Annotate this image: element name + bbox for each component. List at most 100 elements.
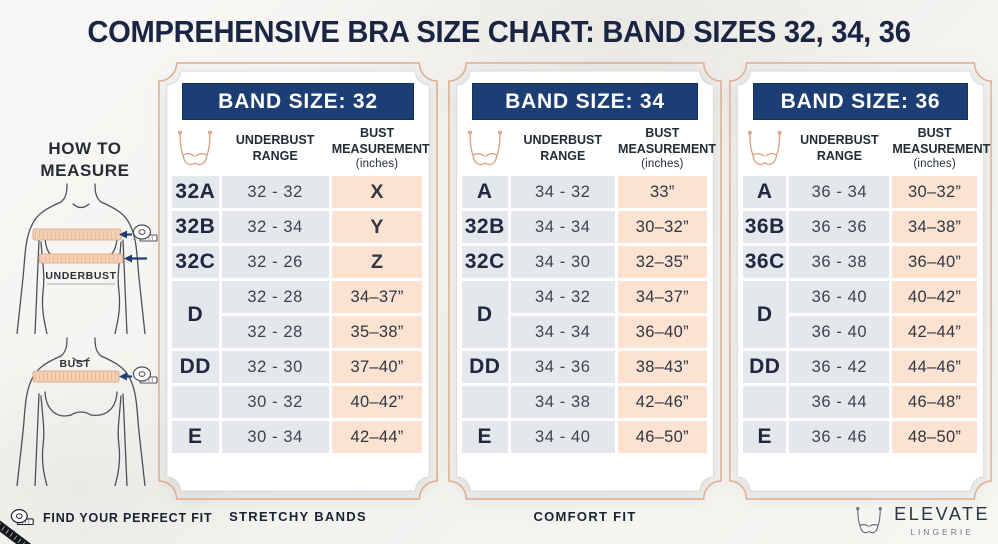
arrow-left-icon	[119, 372, 132, 381]
bust-cell: 33”	[618, 176, 707, 208]
table-header-row: UNDERBUST RANGE BUST MEASUREMENT (inches)	[743, 122, 990, 176]
find-fit-label: FIND YOUR PERFECT FIT	[43, 511, 213, 525]
range-cell: 36 - 34	[789, 176, 890, 208]
range-cell: 32 - 30	[221, 351, 329, 383]
tape-measure-icon	[132, 366, 158, 384]
bust-cell: 42–44”	[331, 421, 423, 453]
bust-cell: 34–37”	[618, 281, 707, 313]
cup-cell: DD	[743, 351, 787, 383]
cup-cell: E	[743, 421, 787, 453]
range-cell: 36 - 46	[789, 421, 890, 453]
bust-cell: 38–43”	[618, 351, 707, 383]
band-table-36: BAND SIZE: 36 UNDERBUST RANGE BUST MEASU…	[729, 62, 992, 524]
bust-header-text: BUST MEASUREMENT	[331, 126, 430, 156]
range-cell: 32 - 34	[221, 211, 329, 243]
bust-cell: 34–38”	[892, 211, 977, 243]
column-header-bust: BUST MEASUREMENT (inches)	[332, 126, 430, 172]
arrow-left-icon	[119, 230, 132, 239]
column-header-bust: BUST MEASUREMENT (inches)	[618, 126, 716, 172]
size-grid: A 36B 36C D DD E 36 - 34 30–32” 36 - 36 …	[743, 176, 978, 453]
bust-tape-band	[32, 228, 122, 241]
bust-cell: 30–32”	[892, 176, 977, 208]
size-grid: 32A 32B 32C D DD E 32 - 32 X 32 - 34 Y 3…	[172, 176, 424, 453]
bust-header-text: BUST MEASUREMENT	[892, 126, 991, 156]
column-header-underbust: UNDERBUST RANGE	[235, 133, 315, 163]
cup-cell: 32C	[172, 246, 219, 278]
range-cell: 32 - 26	[221, 246, 329, 278]
bust-cell: Y	[331, 211, 423, 243]
range-cell: 34 - 38	[510, 386, 616, 418]
cup-cell: 32C	[462, 246, 508, 278]
column-header-underbust: UNDERBUST RANGE	[800, 133, 879, 163]
range-cell: 36 - 36	[789, 211, 890, 243]
band-size-banner: BAND SIZE: 36	[753, 83, 968, 120]
tape-measure-icon	[132, 224, 158, 242]
cup-cell: DD	[172, 351, 219, 383]
bust-cell: 37–40”	[331, 351, 423, 383]
bust-cell: X	[331, 176, 423, 208]
range-cell: 36 - 40	[789, 281, 890, 313]
bra-icon	[462, 129, 508, 169]
heading-line1: HOW TO	[48, 139, 122, 158]
bust-cell: 46–50”	[618, 421, 707, 453]
bust-cell: 42–44”	[892, 316, 977, 348]
bra-icon	[172, 129, 219, 169]
cup-cell: DD	[462, 351, 508, 383]
table-footer-label: STRETCHY BANDS	[229, 509, 367, 524]
cup-cell: D	[172, 281, 219, 348]
band-table-34: BAND SIZE: 34 UNDERBUST RANGE BUST MEASU…	[448, 62, 722, 524]
range-cell: 34 - 32	[510, 176, 616, 208]
band-size-banner: BAND SIZE: 34	[472, 83, 698, 120]
range-cell: 32 - 32	[221, 176, 329, 208]
range-cell: 32 - 28	[221, 316, 329, 348]
bust-cell: 36–40”	[892, 246, 977, 278]
bra-icon	[743, 129, 786, 169]
cup-cell: D	[462, 281, 508, 348]
page-title: COMPREHENSIVE BRA SIZE CHART: BAND SIZES…	[87, 14, 911, 49]
range-cell: 36 - 44	[789, 386, 890, 418]
column-header-underbust: UNDERBUST RANGE	[523, 133, 603, 163]
bust-cell: Z	[331, 246, 423, 278]
range-cell: 34 - 30	[510, 246, 616, 278]
bust-header-unit: (inches)	[641, 158, 684, 171]
cup-cell: 32B	[462, 211, 508, 243]
range-cell: 34 - 40	[510, 421, 616, 453]
table-header-row: UNDERBUST RANGE BUST MEASUREMENT (inches)	[172, 122, 430, 176]
cup-cell: D	[743, 281, 787, 348]
bust-header-unit: (inches)	[913, 158, 956, 171]
cup-cell: E	[462, 421, 508, 453]
corner-tape-icon	[0, 511, 40, 544]
arrow-left-icon	[124, 254, 147, 263]
range-cell: 34 - 34	[510, 211, 616, 243]
cup-cell	[462, 386, 508, 418]
range-cell: 34 - 32	[510, 281, 616, 313]
torso-figure-bust: BUST	[16, 337, 158, 486]
range-cell: 32 - 28	[221, 281, 329, 313]
band-size-banner: BAND SIZE: 32	[182, 83, 414, 120]
cup-cell	[743, 386, 787, 418]
bust-cell: 36–40”	[618, 316, 707, 348]
range-cell: 34 - 34	[510, 316, 616, 348]
range-cell: 30 - 34	[221, 421, 329, 453]
cup-cell: E	[172, 421, 219, 453]
size-grid: A 32B 32C D DD E 34 - 32 33” 34 - 34 30–…	[462, 176, 708, 453]
brand-name: ELEVATE	[894, 504, 990, 524]
bust-cell: 44–46”	[892, 351, 977, 383]
brand-bra-icon	[856, 506, 882, 533]
table-header-row: UNDERBUST RANGE BUST MEASUREMENT (inches)	[462, 122, 716, 176]
range-cell: 34 - 36	[510, 351, 616, 383]
range-cell: 30 - 32	[221, 386, 329, 418]
range-cell: 36 - 40	[789, 316, 890, 348]
range-cell: 36 - 38	[789, 246, 890, 278]
bust-cell: 42–46”	[618, 386, 707, 418]
bust-header-unit: (inches)	[355, 158, 399, 171]
tape-measure-icon	[10, 509, 34, 526]
bust-cell: 46–48”	[892, 386, 977, 418]
underbust-tape-band	[38, 253, 124, 264]
bust-cell: 40–42”	[892, 281, 977, 313]
bust-label: BUST	[60, 358, 91, 370]
column-header-bust: BUST MEASUREMENT (inches)	[892, 126, 990, 172]
cup-cell	[172, 386, 219, 418]
heading-line2: MEASURE	[40, 161, 130, 181]
cup-cell: A	[743, 176, 787, 208]
